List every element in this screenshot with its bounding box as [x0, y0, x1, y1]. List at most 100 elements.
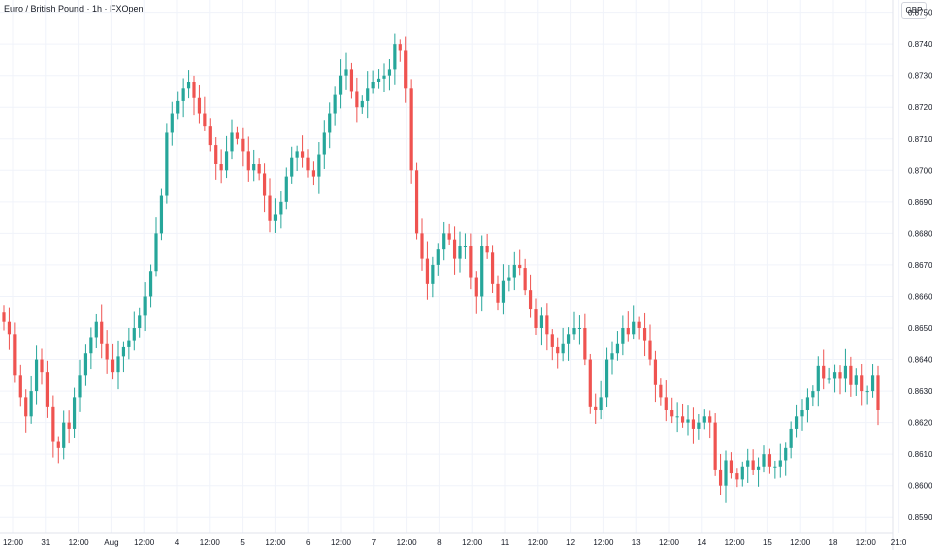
candle	[442, 221, 446, 261]
candle-body	[876, 375, 880, 410]
candle	[632, 305, 636, 340]
candle-body	[203, 113, 207, 127]
candle-body	[56, 441, 60, 448]
currency-badge[interactable]: GBP	[901, 2, 927, 19]
candle-body	[105, 343, 109, 360]
candle-body	[805, 397, 810, 410]
candle	[876, 365, 880, 426]
candle-body	[659, 384, 663, 398]
candle-body	[393, 44, 397, 70]
candle-body	[816, 365, 820, 392]
candle	[333, 86, 337, 126]
candle	[789, 421, 793, 459]
candle-body	[241, 138, 245, 152]
candle-body	[13, 334, 17, 376]
candle	[230, 119, 234, 160]
candle-body	[556, 346, 560, 354]
candle	[545, 303, 549, 351]
candle-body	[800, 410, 804, 417]
candle-body	[713, 422, 717, 470]
candle	[849, 356, 853, 397]
candle-body	[72, 397, 77, 429]
candle	[572, 311, 576, 340]
candle	[83, 344, 88, 386]
candle	[241, 127, 245, 167]
candle-body	[235, 132, 240, 139]
candle	[154, 217, 158, 277]
candle-body	[132, 328, 136, 341]
candle-body	[452, 239, 457, 259]
candle	[474, 271, 478, 314]
candle	[642, 312, 647, 357]
candle-body	[165, 132, 169, 196]
candle	[794, 404, 799, 438]
candle-body	[849, 365, 853, 385]
candle	[588, 353, 592, 414]
time-axis[interactable]: 12:00 31 12:00 Aug 12:00 4 12:00 5 12:00 6 12:00 7 1…	[0, 532, 907, 547]
candle-body	[577, 328, 582, 329]
candle	[496, 275, 500, 311]
candle	[252, 149, 256, 182]
candle	[762, 445, 766, 473]
candle	[566, 327, 571, 361]
candle-body	[778, 460, 782, 467]
candle	[507, 265, 511, 292]
candle	[447, 223, 451, 246]
candle-body	[159, 195, 164, 234]
candle	[827, 367, 831, 384]
candle	[355, 77, 359, 123]
candle	[718, 453, 723, 495]
candle-body	[40, 359, 44, 373]
candle-body	[675, 416, 679, 418]
candle	[290, 146, 294, 184]
candle-body	[420, 233, 424, 259]
candle	[246, 136, 250, 182]
candle-body	[138, 315, 142, 328]
candle	[45, 360, 50, 418]
candle	[702, 409, 706, 430]
candle	[257, 158, 261, 181]
time-tick-label: 21:0	[891, 538, 907, 547]
candle	[148, 264, 153, 308]
candle	[463, 233, 468, 259]
candle-body	[767, 454, 772, 467]
candle	[686, 405, 690, 436]
candle-body	[83, 353, 88, 376]
candle	[224, 135, 229, 179]
time-tick-label: 12:00	[856, 538, 877, 547]
candle-body	[854, 375, 858, 385]
candle-body	[870, 375, 875, 392]
candle-body	[284, 176, 288, 202]
candle	[664, 380, 668, 422]
candle	[105, 330, 109, 374]
candle-body	[653, 359, 658, 385]
candle-body	[832, 372, 837, 379]
candle-body	[382, 75, 386, 79]
candle-body	[528, 290, 533, 310]
candle-body	[78, 375, 82, 398]
candle-body	[366, 88, 370, 101]
candle-body	[691, 419, 696, 429]
candle	[637, 316, 641, 340]
candle-body	[116, 356, 120, 373]
candle	[311, 161, 316, 186]
candle-body	[246, 151, 250, 171]
candle	[317, 142, 321, 194]
time-tick-label: 18	[829, 538, 838, 547]
candle	[610, 341, 614, 375]
candle	[599, 380, 603, 420]
candle-body	[404, 50, 408, 89]
candle	[40, 348, 44, 385]
candle-body	[18, 375, 22, 398]
candle	[604, 347, 609, 408]
candle	[165, 123, 169, 204]
candle	[784, 442, 788, 476]
candle-body	[300, 151, 305, 158]
candle	[724, 450, 728, 503]
